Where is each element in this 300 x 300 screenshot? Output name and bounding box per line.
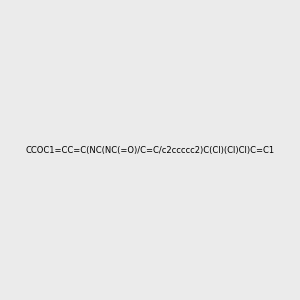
Text: CCOC1=CC=C(NC(NC(=O)/C=C/c2ccccc2)C(Cl)(Cl)Cl)C=C1: CCOC1=CC=C(NC(NC(=O)/C=C/c2ccccc2)C(Cl)(… (26, 146, 275, 154)
